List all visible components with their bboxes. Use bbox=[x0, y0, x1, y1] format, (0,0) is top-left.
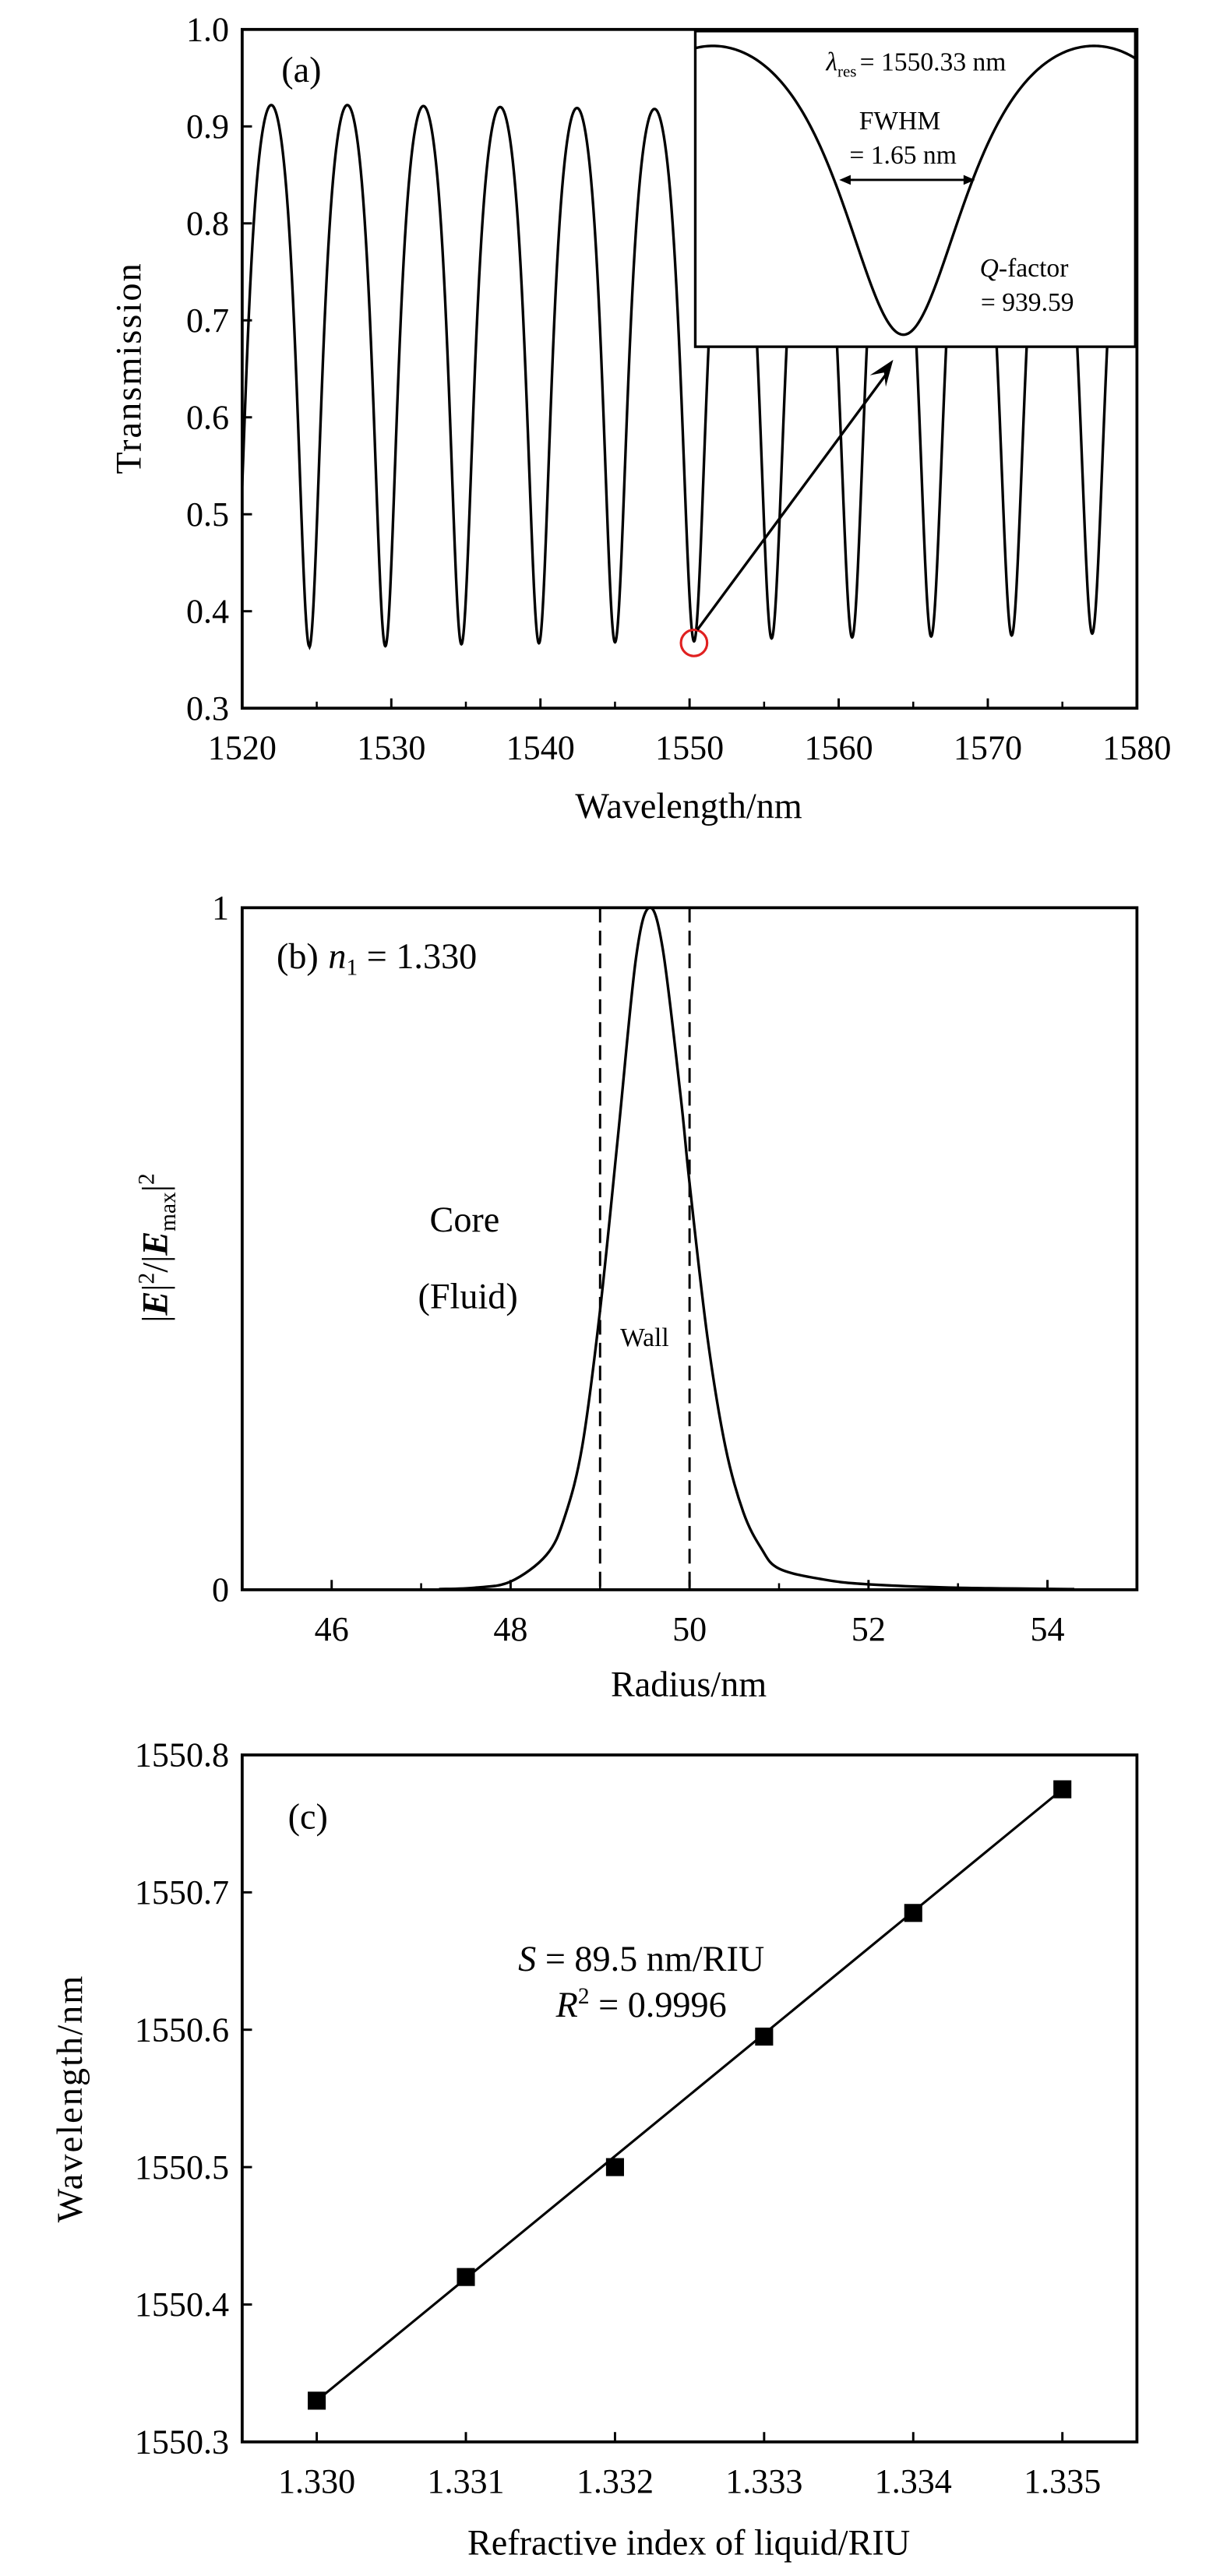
y-tick-label: 1550.4 bbox=[135, 2285, 229, 2324]
data-point-marker bbox=[457, 2268, 475, 2286]
plot-frame bbox=[240, 1753, 1139, 2444]
x-tick-label: 1.333 bbox=[725, 2462, 802, 2500]
y-tick-label: 0.4 bbox=[186, 592, 229, 630]
field-intensity-curve bbox=[439, 906, 1075, 1591]
panel-label-b: (b) n1 = 1.330 bbox=[277, 936, 477, 980]
x-tick-label: 46 bbox=[315, 1610, 349, 1648]
x-tick-label: 1550 bbox=[655, 728, 724, 766]
x-tick-label: 1560 bbox=[804, 728, 873, 766]
inset-fwhm-value: = 1.65 nm bbox=[849, 141, 956, 170]
y-axis-label-a: Transmission bbox=[109, 262, 149, 474]
y-tick-label: 1.0 bbox=[186, 10, 229, 48]
x-tick-label: 1.331 bbox=[427, 2462, 504, 2500]
inset-fwhm-label: FWHM bbox=[859, 107, 940, 136]
x-tick-label: 54 bbox=[1031, 1610, 1065, 1648]
wall-label: Wall bbox=[620, 1323, 669, 1352]
inset-q-value: = 939.59 bbox=[981, 288, 1074, 317]
y-tick-label: 1 bbox=[212, 889, 229, 927]
x-axis-label-c: Refractive index of liquid/RIU bbox=[467, 2523, 910, 2563]
arrow-head bbox=[869, 359, 894, 387]
data-point-marker bbox=[605, 2158, 624, 2176]
y-tick-label: 0.3 bbox=[186, 689, 229, 728]
x-tick-label: 1570 bbox=[954, 728, 1022, 766]
data-point-marker bbox=[308, 2391, 326, 2410]
y-tick-label: 0.5 bbox=[186, 495, 229, 534]
x-tick-label: 1.332 bbox=[576, 2462, 654, 2500]
panel-a: λres = 1550.33 nm FWHM = 1.65 nm Q-factor… bbox=[109, 10, 1172, 825]
x-tick-label: 1.330 bbox=[278, 2462, 355, 2500]
panel-label-c: (c) bbox=[288, 1796, 328, 1836]
y-tick-label: 1550.7 bbox=[135, 1873, 229, 1912]
inset-curve bbox=[695, 44, 1137, 337]
x-tick-label: 1540 bbox=[506, 728, 575, 766]
y-axis-label-b: |E|2/|Emax|2 bbox=[134, 1173, 180, 1322]
y-tick-label: 1550.6 bbox=[135, 2010, 229, 2049]
x-tick-label: 1530 bbox=[357, 728, 425, 766]
x-tick-label: 1520 bbox=[208, 728, 277, 766]
r-squared-annotation: R2 = 0.9996 bbox=[555, 1984, 727, 2025]
data-point-marker bbox=[755, 2027, 774, 2046]
x-tick-label: 1.334 bbox=[875, 2462, 952, 2500]
data-point-marker bbox=[904, 1904, 922, 1922]
y-axis-label-c: Wavelength/nm bbox=[50, 1975, 90, 2223]
y-tick-label: 1550.8 bbox=[135, 1736, 229, 1774]
x-tick-label: 52 bbox=[851, 1610, 886, 1648]
sensitivity-annotation: S = 89.5 nm/RIU bbox=[518, 1939, 764, 1979]
y-tick-label: 0.7 bbox=[186, 301, 229, 340]
x-axis-label-a: Wavelength/nm bbox=[575, 786, 802, 826]
core-label: Core bbox=[430, 1200, 500, 1239]
x-tick-label: 1.335 bbox=[1024, 2462, 1101, 2500]
fluid-label: (Fluid) bbox=[418, 1277, 517, 1316]
y-tick-label: 0.9 bbox=[186, 107, 229, 146]
inset: λres = 1550.33 nm FWHM = 1.65 nm Q-factor… bbox=[693, 30, 1137, 348]
y-tick-label: 0.8 bbox=[186, 204, 229, 242]
zoom-arrow bbox=[696, 370, 890, 631]
highlight-circle bbox=[679, 628, 709, 657]
x-axis-label-b: Radius/nm bbox=[611, 1664, 767, 1704]
inset-q-label: Q-factor bbox=[980, 254, 1069, 283]
data-point-marker bbox=[1053, 1780, 1072, 1799]
y-tick-label: 1550.5 bbox=[135, 2148, 229, 2187]
x-tick-label: 1580 bbox=[1102, 728, 1171, 766]
panel-c: 1.330 1.331 1.332 1.333 1.334 1.335 1550.3 1550… bbox=[50, 1736, 1139, 2563]
y-tick-label: 1550.3 bbox=[135, 2423, 229, 2461]
fwhm-arrow bbox=[839, 174, 975, 185]
panel-label-a: (a) bbox=[281, 50, 321, 90]
linear-fit-line bbox=[316, 1788, 1063, 2402]
x-tick-label: 50 bbox=[672, 1610, 707, 1648]
inset-lambda: λres = 1550.33 nm bbox=[825, 48, 1006, 80]
y-tick-label: 0.6 bbox=[186, 398, 229, 436]
y-tick-label: 0 bbox=[212, 1571, 229, 1609]
x-tick-label: 48 bbox=[493, 1610, 527, 1648]
